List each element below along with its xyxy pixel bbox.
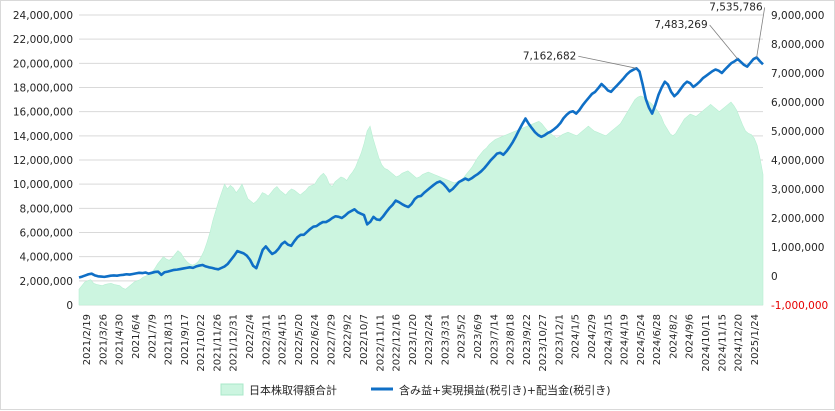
x-tick-label: 2024/9/6 xyxy=(685,314,696,359)
x-tick-label: 2023/10/27 xyxy=(538,314,549,372)
x-tick-label: 2021/9/17 xyxy=(180,314,191,365)
annotation-leader xyxy=(709,24,738,60)
right-tick-label: 8,000,000 xyxy=(771,39,824,51)
x-tick-label: 2022/12/16 xyxy=(392,314,403,372)
x-tick-label: 2021/10/22 xyxy=(196,314,207,372)
left-tick-label: 4,000,000 xyxy=(20,252,73,264)
x-tick-label: 2024/11/15 xyxy=(717,314,728,372)
legend-label-line: 含み益+実現損益(税引き)+配当金(税引き) xyxy=(399,383,611,397)
x-tick-label: 2021/3/26 xyxy=(98,314,109,365)
right-tick-label: 9,000,000 xyxy=(771,10,824,22)
x-tick-label: 2024/8/2 xyxy=(668,314,679,359)
right-tick-label: 5,000,000 xyxy=(771,126,824,138)
x-tick-label: 2023/12/1 xyxy=(554,314,565,365)
x-tick-label: 2021/11/26 xyxy=(212,314,223,372)
x-tick-label: 2022/11/11 xyxy=(375,314,386,372)
x-tick-label: 2023/6/9 xyxy=(473,314,484,359)
x-tick-label: 2023/1/20 xyxy=(408,314,419,365)
x-tick-label: 2024/6/28 xyxy=(652,314,663,365)
pnl-line-layer xyxy=(78,56,764,279)
right-tick-label: 3,000,000 xyxy=(771,184,824,196)
left-tick-label: 2,000,000 xyxy=(20,276,73,288)
left-axis-ticks: 0 2,000,000 4,000,000 6,000,000 8,000,000 10,… xyxy=(13,10,73,312)
annotation-leader xyxy=(756,7,766,58)
x-tick-label: 2022/2/4 xyxy=(245,314,256,359)
annotation-label: 7,162,682 xyxy=(523,50,576,62)
legend-label-area: 日本株取得額合計 xyxy=(249,383,337,397)
x-tick-label: 2023/3/31 xyxy=(440,314,451,365)
right-tick-label: 4,000,000 xyxy=(771,155,824,167)
x-tick-label: 2021/4/30 xyxy=(115,314,126,365)
x-tick-label: 2024/5/24 xyxy=(636,314,647,365)
x-tick-label: 2021/7/9 xyxy=(147,314,158,359)
left-tick-label: 8,000,000 xyxy=(20,203,73,215)
x-tick-label: 2022/5/20 xyxy=(294,314,305,365)
right-tick-label: 0 xyxy=(771,271,778,283)
x-tick-label: 2022/7/29 xyxy=(326,314,337,365)
legend: 日本株取得額合計 含み益+実現損益(税引き)+配当金(税引き) xyxy=(220,383,611,397)
area-series-path xyxy=(78,95,764,306)
left-tick-label: 10,000,000 xyxy=(13,179,73,191)
right-tick-label: 6,000,000 xyxy=(771,97,824,109)
right-tick-label: -1,000,000 xyxy=(771,300,828,312)
left-tick-label: 16,000,000 xyxy=(13,107,73,119)
right-tick-label: 1,000,000 xyxy=(771,242,824,254)
left-tick-label: 20,000,000 xyxy=(13,58,73,70)
left-tick-label: 22,000,000 xyxy=(13,34,73,46)
x-tick-label: 2022/10/7 xyxy=(359,314,370,365)
left-tick-label: 12,000,000 xyxy=(13,155,73,167)
x-tick-label: 2021/8/13 xyxy=(164,314,175,365)
x-tick-label: 2024/2/9 xyxy=(587,314,598,359)
x-tick-label: 2021/6/4 xyxy=(131,314,142,359)
x-tick-label: 2023/5/2 xyxy=(457,314,468,359)
x-axis-ticks: 2021/2/19 2021/3/26 2021/4/30 2021/6/4 2021/… xyxy=(82,314,761,372)
x-tick-label: 2023/9/22 xyxy=(522,314,533,365)
x-tick-label: 2021/12/31 xyxy=(229,314,240,372)
x-tick-label: 2024/3/15 xyxy=(603,314,614,365)
x-tick-label: 2024/10/11 xyxy=(701,314,712,372)
x-tick-label: 2023/2/24 xyxy=(424,314,435,365)
left-tick-label: 6,000,000 xyxy=(20,228,73,240)
x-tick-label: 2022/9/2 xyxy=(343,314,354,359)
x-tick-label: 2022/6/24 xyxy=(310,314,321,365)
annotation-leader xyxy=(578,55,637,69)
right-tick-label: 7,000,000 xyxy=(771,68,824,80)
x-tick-label: 2022/4/15 xyxy=(278,314,289,365)
legend-swatch-area xyxy=(220,383,244,396)
left-tick-label: 0 xyxy=(66,300,73,312)
annotation-label: 7,535,786 xyxy=(709,1,763,13)
acquisition-area-layer xyxy=(78,95,764,306)
left-tick-label: 18,000,000 xyxy=(13,83,73,95)
x-tick-label: 2024/4/19 xyxy=(620,314,631,365)
right-tick-label: 2,000,000 xyxy=(771,213,824,225)
x-tick-label: 2021/2/19 xyxy=(82,314,93,365)
x-tick-label: 2025/1/24 xyxy=(750,314,761,365)
x-tick-label: 2024/1/5 xyxy=(571,314,582,359)
right-axis-ticks: -1,000,000 0 1,000,000 2,000,000 3,000,000 4,… xyxy=(771,10,828,312)
x-tick-label: 2022/3/11 xyxy=(261,314,272,365)
line-series-path xyxy=(78,56,764,279)
x-tick-label: 2023/8/18 xyxy=(506,314,517,365)
annotation-label: 7,483,269 xyxy=(654,19,707,31)
left-tick-label: 14,000,000 xyxy=(13,131,73,143)
left-tick-label: 24,000,000 xyxy=(13,10,73,22)
x-tick-label: 2024/12/20 xyxy=(734,314,745,372)
x-tick-label: 2023/7/14 xyxy=(489,314,500,365)
